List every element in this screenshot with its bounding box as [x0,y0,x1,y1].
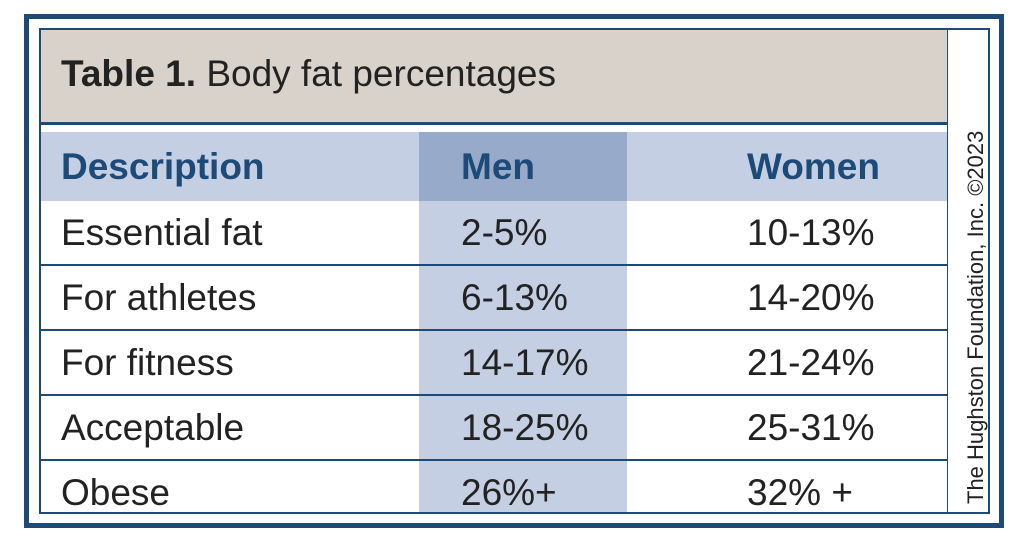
cell-description: For fitness [41,330,419,396]
table-row: Essential fat 2-5% 10-13% [41,201,947,266]
table-row: Acceptable 18-25% 25-31% [41,395,947,461]
table-row: For athletes 6-13% 14-20% [41,265,947,331]
cell-men: 18-25% [419,395,627,461]
body-fat-table: Description Men Women Essential fat 2-5%… [41,132,947,513]
header-description: Description [41,132,419,201]
cell-description: Acceptable [41,395,419,461]
cell-description: Essential fat [41,201,419,266]
cell-men: 26%+ [419,460,627,512]
cell-description: For athletes [41,265,419,331]
cell-women: 21-24% [627,330,947,396]
cell-men: 6-13% [419,265,627,331]
table-row: For fitness 14-17% 21-24% [41,330,947,396]
cell-men: 14-17% [419,330,627,396]
table-title-text: Body fat percentages [206,53,556,94]
header-row: Description Men Women [41,132,947,201]
copyright-credit: The Hughston Foundation, Inc. ©2023 [963,130,988,504]
cell-women: 10-13% [627,201,947,266]
cell-women: 14-20% [627,265,947,331]
title-bar: Table 1. Body fat percentages [41,30,947,125]
cell-description: Obese [61,471,171,513]
cell-women: 32% + [747,471,853,513]
header-men: Men [419,132,627,201]
credit-divider [947,30,948,512]
table-container: Table 1. Body fat percentages Descriptio… [39,28,990,514]
header-women: Women [627,132,947,201]
table-frame: Table 1. Body fat percentages Descriptio… [24,14,1004,528]
table-title-label: Table 1. [61,53,197,94]
table-title: Table 1. Body fat percentages [61,52,556,96]
cell-men: 2-5% [419,201,627,266]
cell-women: 25-31% [627,395,947,461]
table-row: Obese 26%+ 32% + [41,460,947,513]
